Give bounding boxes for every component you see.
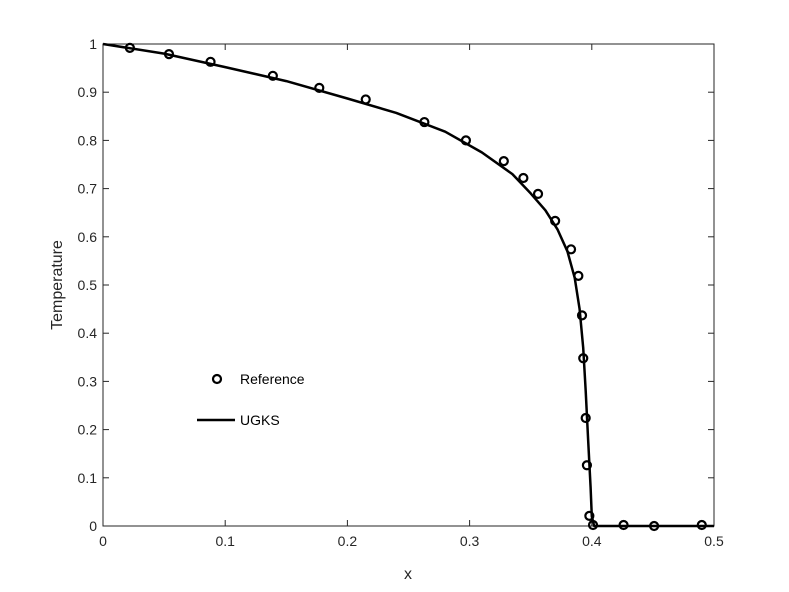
reference-point (205, 56, 216, 67)
reference-point (576, 310, 588, 321)
x-tick-label: 0.2 (338, 533, 358, 549)
y-tick-label: 1 (89, 36, 97, 52)
y-axis-label: Temperature (49, 240, 66, 330)
reference-point (578, 353, 589, 364)
y-tick-label: 0.2 (78, 422, 98, 438)
y-tick-label: 0.8 (78, 132, 98, 148)
x-tick-label: 0 (99, 533, 107, 549)
reference-point (124, 42, 135, 53)
reference-point (550, 215, 561, 226)
legend-label-reference: Reference (240, 371, 305, 387)
legend: Reference UGKS (197, 371, 305, 428)
y-tick-label: 0.1 (78, 470, 98, 486)
legend-marker-reference (211, 373, 223, 385)
y-tick-label: 0 (89, 518, 97, 534)
x-axis-label: x (404, 566, 412, 583)
x-tick-label: 0.1 (215, 533, 235, 549)
reference-point (460, 135, 472, 146)
reference-point (532, 188, 544, 200)
x-tick-label: 0.3 (460, 533, 480, 549)
x-tick-label: 0.4 (582, 533, 602, 549)
reference-point (580, 412, 591, 424)
reference-point (518, 172, 529, 184)
y-tick-label: 0.7 (78, 181, 98, 197)
reference-point (360, 94, 371, 105)
reference-point (498, 156, 509, 167)
legend-label-ugks: UGKS (240, 412, 280, 428)
reference-point (581, 460, 593, 471)
reference-point (696, 519, 707, 531)
reference-point (267, 70, 278, 81)
y-tick-label: 0.4 (78, 325, 98, 341)
reference-point (618, 519, 629, 531)
x-axis-ticks: 0 0.1 0.2 0.3 0.4 0.5 (99, 44, 724, 549)
reference-point (573, 270, 584, 281)
reference-point (419, 116, 430, 128)
reference-point (587, 519, 599, 531)
y-axis-ticks: 0 0.1 0.2 0.3 0.4 0.5 0.6 0.7 0.8 0.9 1 (78, 36, 714, 534)
reference-point (163, 49, 175, 60)
reference-point (314, 82, 325, 93)
y-tick-label: 0.9 (78, 84, 98, 100)
reference-point (584, 510, 595, 521)
y-tick-label: 0.5 (78, 277, 98, 293)
series-line-ugks (102, 42, 714, 528)
y-tick-label: 0.6 (78, 229, 98, 245)
x-tick-label: 0.5 (704, 533, 724, 549)
y-tick-label: 0.3 (78, 373, 98, 389)
reference-point (649, 520, 660, 532)
plot-area (102, 43, 715, 527)
reference-point (565, 244, 577, 255)
series-layer (102, 42, 714, 532)
